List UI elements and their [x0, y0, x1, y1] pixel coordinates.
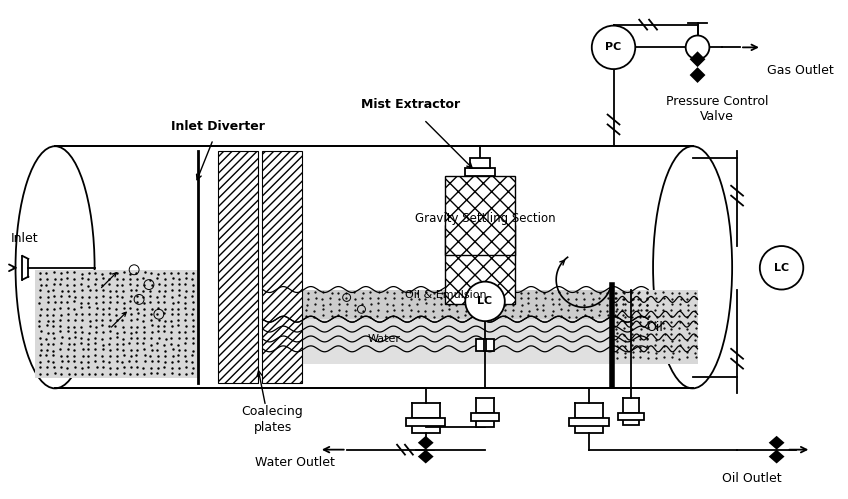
- Bar: [611, 289, 698, 364]
- Bar: [36, 270, 198, 378]
- Circle shape: [592, 25, 635, 69]
- Bar: [471, 413, 499, 421]
- Bar: [569, 418, 609, 426]
- Circle shape: [760, 246, 803, 289]
- Ellipse shape: [653, 146, 732, 388]
- Polygon shape: [768, 436, 784, 450]
- Text: Valve: Valve: [700, 110, 734, 123]
- Polygon shape: [689, 51, 706, 67]
- Ellipse shape: [15, 146, 95, 388]
- Bar: [476, 339, 494, 351]
- Text: Inlet: Inlet: [10, 232, 38, 245]
- Bar: [262, 151, 302, 383]
- Bar: [263, 289, 648, 319]
- Bar: [466, 168, 495, 176]
- Polygon shape: [418, 436, 433, 450]
- Bar: [406, 418, 445, 426]
- Bar: [575, 418, 603, 433]
- Text: Gravity Settling Section: Gravity Settling Section: [415, 212, 555, 225]
- Text: Oil & Emulsion: Oil & Emulsion: [404, 290, 486, 300]
- Polygon shape: [689, 67, 706, 83]
- Text: Inlet Diverter: Inlet Diverter: [171, 120, 265, 133]
- Bar: [412, 418, 439, 433]
- Bar: [484, 339, 486, 351]
- Bar: [445, 176, 515, 255]
- Bar: [55, 146, 693, 388]
- Text: Pressure Control: Pressure Control: [666, 95, 768, 108]
- Bar: [623, 413, 639, 425]
- Text: Water Outlet: Water Outlet: [255, 456, 335, 469]
- Circle shape: [686, 35, 710, 59]
- Polygon shape: [418, 450, 433, 464]
- Text: Water: Water: [368, 334, 401, 344]
- Text: Oil: Oil: [646, 320, 663, 334]
- Text: PC: PC: [605, 42, 622, 52]
- Bar: [263, 319, 648, 364]
- Bar: [618, 413, 644, 420]
- Bar: [476, 413, 494, 427]
- Text: Coalecing: Coalecing: [242, 405, 304, 418]
- Text: Mist Extractor: Mist Extractor: [361, 98, 460, 111]
- Text: Gas Outlet: Gas Outlet: [767, 63, 834, 77]
- Bar: [218, 151, 258, 383]
- Bar: [445, 225, 515, 304]
- Bar: [470, 158, 490, 168]
- Text: LC: LC: [774, 263, 789, 273]
- Circle shape: [466, 281, 505, 321]
- Text: Oil Outlet: Oil Outlet: [722, 472, 782, 485]
- Text: LC: LC: [477, 296, 493, 306]
- Polygon shape: [768, 450, 784, 464]
- Text: plates: plates: [254, 422, 292, 435]
